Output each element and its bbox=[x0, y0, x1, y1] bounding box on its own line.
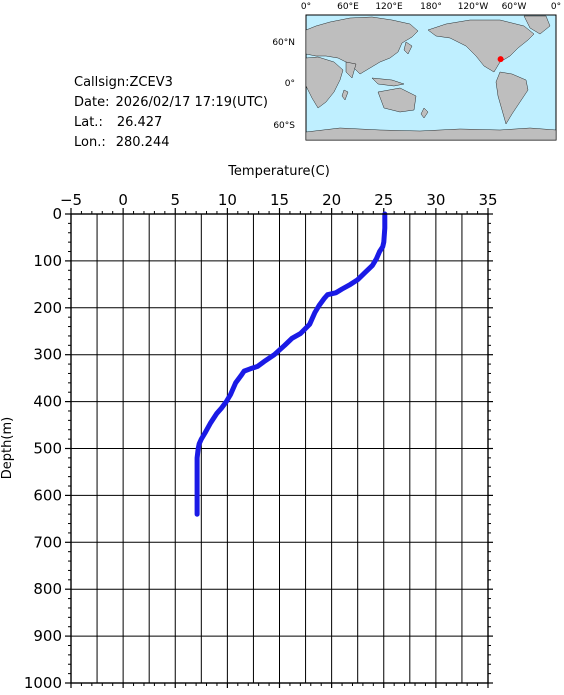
y-tick-label: 0 bbox=[52, 205, 62, 223]
y-tick-label: 400 bbox=[33, 393, 62, 411]
series-group bbox=[194, 211, 388, 517]
location-marker bbox=[497, 56, 504, 63]
y-tick-label: 900 bbox=[33, 627, 62, 645]
land-new-zealand bbox=[420, 107, 429, 119]
date-line: Date: 2026/02/17 17:19(UTC) bbox=[74, 95, 268, 110]
land-japan bbox=[403, 41, 413, 55]
land-australia bbox=[377, 87, 417, 113]
map-lon-label: 120°E bbox=[375, 2, 403, 12]
land-greenland bbox=[523, 15, 551, 35]
map-land bbox=[305, 15, 557, 141]
y-axis-title: Depth(m) bbox=[0, 417, 15, 479]
land-north-america bbox=[427, 19, 535, 73]
land-india bbox=[345, 61, 357, 79]
x-tick-label: 35 bbox=[478, 191, 497, 209]
map-lon-label: 0° bbox=[551, 2, 561, 12]
map-lat-label: 60°N bbox=[272, 38, 295, 48]
map-lon-label: 60°W bbox=[502, 2, 527, 12]
y-tick-label: 500 bbox=[33, 440, 62, 458]
map-lon-label: 180° bbox=[420, 2, 442, 12]
lon-line: Lon.: 280.244 bbox=[74, 135, 170, 150]
map-lon-label: 120°W bbox=[458, 2, 489, 12]
x-tick-label: 25 bbox=[374, 191, 393, 209]
map-lon-label: 60°E bbox=[337, 2, 359, 12]
land-antarctica bbox=[305, 127, 557, 141]
y-tick-label: 300 bbox=[33, 346, 62, 364]
y-tick-label: 600 bbox=[33, 486, 62, 504]
x-tick-label: 10 bbox=[218, 191, 237, 209]
world-map: 0° 60°E 120°E 180° 120°W 60°W 0° 60°N 0°… bbox=[272, 2, 561, 141]
x-tick-labels: −5 0 5 10 15 20 25 30 35 bbox=[60, 191, 498, 209]
map-lon-label: 0° bbox=[301, 2, 311, 12]
land-south-america bbox=[495, 71, 529, 125]
y-tick-labels: 0 100 200 300 400 500 600 700 800 900 1000 bbox=[24, 205, 62, 692]
map-lat-labels: 60°N 0° 60°S bbox=[272, 38, 295, 131]
info-block: Callsign:ZCEV3 Date: 2026/02/17 17:19(UTC… bbox=[74, 75, 268, 150]
land-eurasia bbox=[305, 16, 419, 75]
y-tick-label: 700 bbox=[33, 533, 62, 551]
temperature-depth-chart: Temperature(C) Depth(m) −5 0 5 10 15 20 25 30 35… bbox=[0, 164, 498, 692]
land-africa bbox=[305, 56, 344, 109]
y-tick-label: 100 bbox=[33, 252, 62, 270]
x-tick-label: −5 bbox=[60, 191, 82, 209]
x-tick-label: 0 bbox=[118, 191, 128, 209]
land-indonesia bbox=[371, 77, 405, 87]
map-lat-label: 60°S bbox=[273, 121, 295, 131]
map-lat-label: 0° bbox=[285, 79, 295, 89]
lat-line: Lat.: 26.427 bbox=[74, 115, 162, 130]
y-tick-label: 1000 bbox=[24, 674, 62, 690]
x-tick-label: 15 bbox=[270, 191, 289, 209]
grid bbox=[71, 214, 488, 683]
land-madagascar bbox=[341, 89, 349, 101]
x-axis-title: Temperature(C) bbox=[227, 164, 330, 179]
x-tick-label: 5 bbox=[170, 191, 180, 209]
y-tick-label: 200 bbox=[33, 299, 62, 317]
y-tick-label: 800 bbox=[33, 580, 62, 598]
temperature-profile-line bbox=[194, 211, 388, 517]
x-tick-label: 30 bbox=[426, 191, 445, 209]
map-lon-labels: 0° 60°E 120°E 180° 120°W 60°W 0° bbox=[301, 2, 561, 12]
x-tick-label: 20 bbox=[322, 191, 341, 209]
callsign-line: Callsign:ZCEV3 bbox=[74, 75, 173, 90]
plot-frame bbox=[70, 213, 489, 684]
